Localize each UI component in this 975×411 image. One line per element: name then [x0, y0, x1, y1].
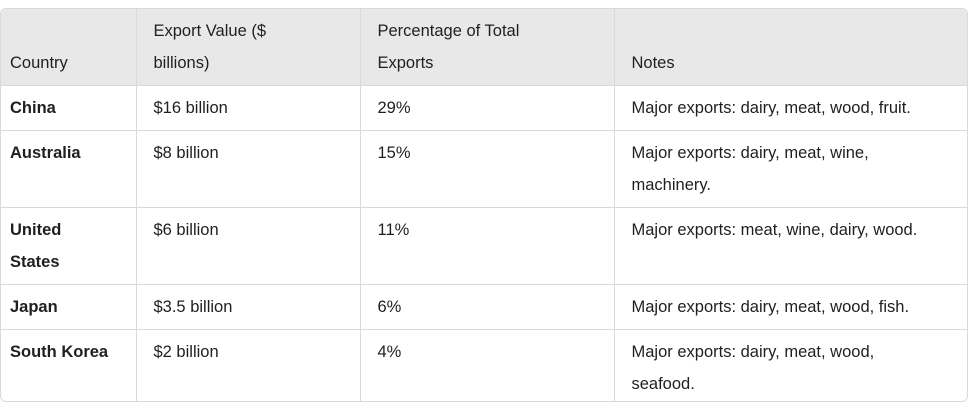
cell-percentage: 6%	[360, 284, 615, 330]
cell-country: Australia	[1, 130, 137, 208]
table-row: Japan $3.5 billion 6% Major exports: dai…	[1, 284, 967, 330]
cell-export-value: $3.5 billion	[136, 284, 361, 330]
export-table-container: Country Export Value ($ billions) Percen…	[0, 8, 968, 402]
cell-notes: Major exports: dairy, meat, wood, seafoo…	[631, 342, 875, 393]
export-table: Country Export Value ($ billions) Percen…	[1, 9, 967, 401]
table-row: United States $6 billion 11% Major expor…	[1, 207, 967, 285]
cell-notes: Major exports: dairy, meat, wine, machin…	[614, 130, 967, 208]
cell-percentage: 29%	[360, 85, 615, 131]
cell-export-value: $2 billion	[136, 329, 361, 401]
cell-notes: Major exports: dairy, meat, wood, fruit.	[614, 85, 967, 131]
cell-country: South Korea	[1, 329, 137, 401]
cell-country: Japan	[1, 284, 137, 330]
table-header-row: Country Export Value ($ billions) Percen…	[1, 9, 967, 86]
header-country: Country	[1, 9, 137, 86]
header-notes: Notes	[614, 9, 967, 86]
header-percentage: Percentage of Total Exports	[360, 9, 615, 86]
table-row: South Korea $2 billion 4% Major exports:…	[1, 329, 967, 401]
table-row: Australia $8 billion 15% Major exports: …	[1, 130, 967, 208]
cell-percentage: 11%	[360, 207, 615, 285]
cell-notes: Major exports: dairy, meat, wood, fish.	[614, 284, 967, 330]
table-row: China $16 billion 29% Major exports: dai…	[1, 85, 967, 131]
cell-country: China	[1, 85, 137, 131]
cell-country: United States	[1, 207, 137, 285]
cell-export-value: $8 billion	[136, 130, 361, 208]
cell-notes: Major exports: meat, wine, dairy, wood.	[614, 207, 967, 285]
header-export-value: Export Value ($ billions)	[136, 9, 361, 86]
cell-percentage: 4%	[360, 329, 615, 401]
cell-percentage: 15%	[360, 130, 615, 208]
cell-export-value: $6 billion	[136, 207, 361, 285]
cell-export-value: $16 billion	[136, 85, 361, 131]
